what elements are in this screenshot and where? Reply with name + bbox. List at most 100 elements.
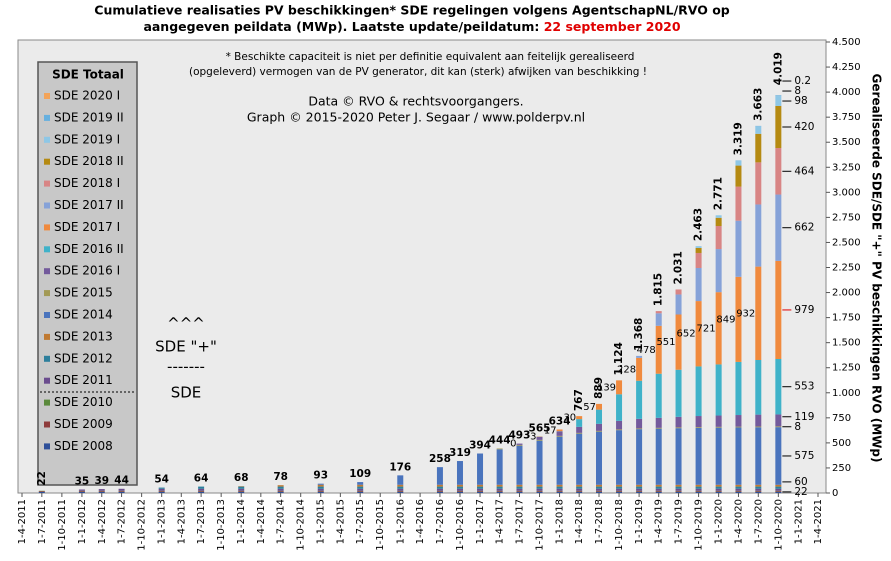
x-tick-label: 1-7-2018 bbox=[594, 499, 605, 544]
total-label: 44 bbox=[114, 475, 129, 487]
bar-segment bbox=[616, 491, 623, 492]
bar-segment bbox=[735, 160, 742, 166]
x-tick-label: 1-7-2016 bbox=[435, 499, 446, 544]
x-tick-label: 1-10-2013 bbox=[216, 499, 227, 551]
x-tick-label: 1-1-2020 bbox=[714, 499, 725, 544]
bar-segment bbox=[715, 415, 722, 427]
right-label: 60 bbox=[794, 476, 807, 488]
bar-segment bbox=[277, 491, 284, 493]
data-label: 551 bbox=[656, 337, 675, 348]
bar-segment bbox=[397, 475, 404, 485]
total-label: 2.463 bbox=[693, 208, 705, 241]
bar-segment bbox=[675, 491, 682, 493]
bar-segment bbox=[436, 467, 443, 485]
bar-segment bbox=[38, 491, 45, 493]
bar-segment bbox=[636, 357, 643, 381]
bar-segment bbox=[675, 294, 682, 315]
legend-label: SDE 2013 bbox=[54, 329, 113, 343]
chart-title: aangegeven peildata (MWp). Laatste updat… bbox=[143, 19, 680, 34]
bar-segment bbox=[695, 488, 702, 491]
bar-segment bbox=[755, 486, 762, 489]
bar-segment bbox=[675, 428, 682, 485]
total-label: 109 bbox=[349, 468, 371, 480]
chart-title: aangegeven peildata (MWp). Laatste updat… bbox=[143, 19, 543, 34]
bar-segment bbox=[755, 484, 762, 487]
bar-segment bbox=[715, 364, 722, 416]
bar-segment bbox=[118, 491, 125, 492]
legend-swatch bbox=[44, 399, 50, 406]
bar-segment bbox=[775, 194, 782, 261]
annotation: SDE "+" bbox=[155, 338, 217, 356]
bar-segment bbox=[357, 486, 364, 489]
legend-swatch bbox=[44, 202, 50, 209]
annotation: ^^^ bbox=[167, 315, 205, 333]
total-label: 493 bbox=[509, 430, 531, 442]
legend bbox=[37, 61, 138, 486]
bar-segment bbox=[596, 431, 603, 485]
right-label: 98 bbox=[794, 95, 807, 107]
x-tick-label: 1-1-2017 bbox=[475, 499, 486, 544]
data-label: 139 bbox=[597, 382, 616, 393]
y-tick-label: 4.500 bbox=[832, 37, 861, 48]
bar-segment bbox=[477, 486, 484, 489]
bar-segment bbox=[317, 491, 324, 493]
bar-segment bbox=[357, 488, 364, 491]
bar-segment bbox=[616, 380, 623, 395]
legend-swatch bbox=[44, 443, 50, 450]
bar-segment bbox=[675, 486, 682, 489]
bar-segment bbox=[755, 488, 762, 491]
total-label: 4.019 bbox=[772, 52, 784, 85]
bar-segment bbox=[636, 484, 643, 487]
bar-segment bbox=[516, 484, 523, 487]
y-tick-label: 2.500 bbox=[832, 237, 861, 248]
update-date: 22 september 2020 bbox=[544, 19, 681, 34]
bar-segment bbox=[616, 430, 623, 485]
bar-segment bbox=[695, 427, 702, 428]
x-tick-label: 1-4-2020 bbox=[733, 499, 744, 544]
bar-segment bbox=[675, 289, 682, 295]
bar-segment bbox=[735, 220, 742, 277]
y-tick-label: 4.250 bbox=[832, 62, 861, 73]
bar-segment bbox=[636, 486, 643, 489]
bar-segment bbox=[357, 491, 364, 493]
credit: Graph © 2015-2020 Peter J. Segaar / www.… bbox=[247, 110, 585, 125]
bar-segment bbox=[556, 429, 563, 432]
note: (opgeleverd) vermogen van de PV generato… bbox=[189, 66, 647, 78]
x-tick-label: 1-10-2011 bbox=[57, 499, 68, 551]
y-tick-label: 1.750 bbox=[832, 313, 861, 324]
bar-segment bbox=[775, 260, 782, 360]
legend-swatch bbox=[44, 377, 50, 384]
x-tick-label: 1-4-2017 bbox=[495, 499, 506, 544]
y-tick-label: 3.750 bbox=[832, 112, 861, 123]
bar-segment bbox=[655, 313, 662, 326]
right-label: 979 bbox=[794, 304, 814, 316]
legend-label: SDE 2014 bbox=[54, 308, 113, 322]
bar-segment bbox=[596, 491, 603, 493]
bar-segment bbox=[655, 484, 662, 487]
x-tick-label: 1-1-2014 bbox=[236, 499, 247, 544]
bar-segment bbox=[536, 488, 543, 491]
legend-swatch bbox=[44, 114, 50, 121]
bar-segment bbox=[496, 448, 503, 450]
x-tick-label: 1-10-2015 bbox=[375, 499, 386, 551]
bar-segment bbox=[616, 491, 623, 493]
total-label: 54 bbox=[154, 474, 169, 486]
x-tick-label: 1-7-2015 bbox=[355, 499, 366, 544]
bar-segment bbox=[596, 486, 603, 489]
bar-segment bbox=[198, 486, 205, 489]
data-label: 849 bbox=[716, 314, 735, 325]
y-tick-label: 1.500 bbox=[832, 338, 861, 349]
x-tick-label: 1-10-2012 bbox=[137, 499, 148, 551]
chart-title: Cumulatieve realisaties PV beschikkingen… bbox=[94, 3, 730, 18]
bar-segment bbox=[735, 427, 742, 485]
bar-segment bbox=[675, 491, 682, 492]
legend-label: SDE 2017 II bbox=[54, 198, 124, 212]
bar-segment bbox=[755, 266, 762, 361]
note: * Beschikte capaciteit is niet per defin… bbox=[226, 51, 635, 63]
x-tick-label: 1-7-2019 bbox=[674, 499, 685, 544]
x-tick-label: 1-1-2016 bbox=[395, 499, 406, 544]
bar-segment bbox=[636, 491, 643, 492]
bar-segment bbox=[775, 488, 782, 491]
bar-segment bbox=[576, 432, 583, 434]
bar-segment bbox=[755, 126, 762, 134]
